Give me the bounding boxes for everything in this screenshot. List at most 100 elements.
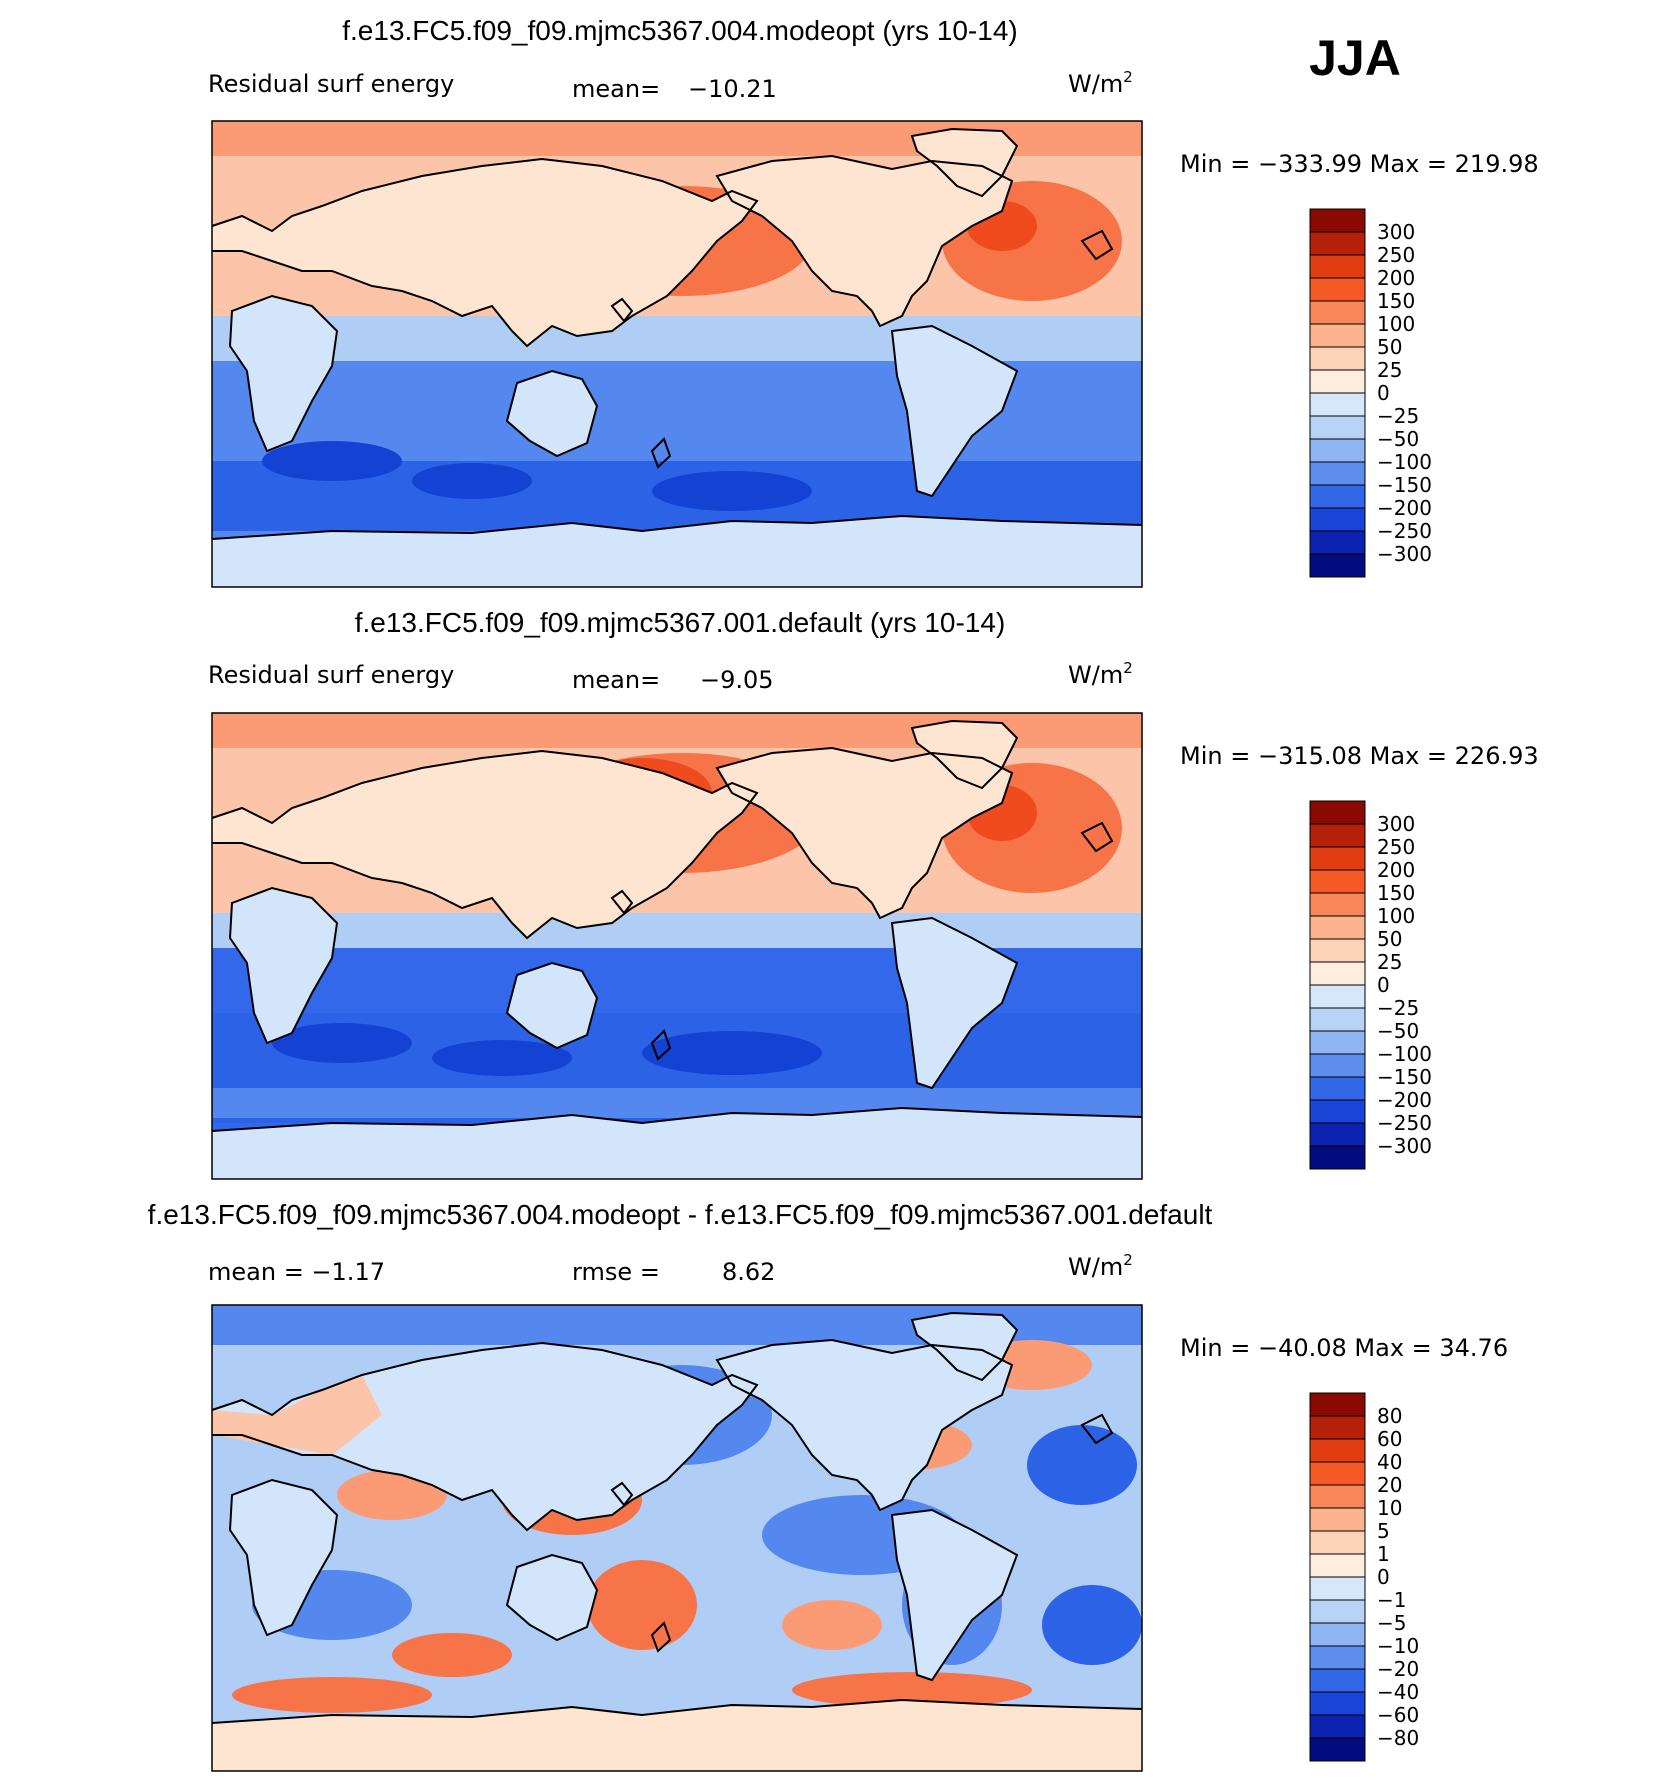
colorbar-swatch <box>1309 1530 1366 1555</box>
colorbar-swatch <box>1309 1507 1366 1532</box>
colorbar-swatch <box>1309 369 1366 394</box>
units-label: W/m2 <box>1068 659 1133 689</box>
antarctica-land <box>212 516 1142 587</box>
southern-ocean-min2 <box>432 1040 572 1076</box>
patch-neg-6 <box>1027 1425 1137 1505</box>
map-frame <box>211 120 1143 588</box>
patch-pos-5 <box>337 1470 447 1520</box>
mean-label: mean= <box>572 75 660 103</box>
colorbar-tick-label: 250 <box>1377 243 1415 267</box>
patch-pos-8 <box>792 1672 1032 1708</box>
colorbar-swatch <box>1309 461 1366 486</box>
colorbar-swatch <box>1309 1645 1366 1670</box>
colorbar-swatch <box>1309 484 1366 509</box>
colorbar-swatch <box>1309 1737 1366 1762</box>
panel-title: f.e13.FC5.f09_f09.mjmc5367.004.modeopt (… <box>342 15 1017 46</box>
variable-label: Residual surf energy <box>208 70 454 98</box>
colorbar-tick-label: −50 <box>1377 1019 1419 1043</box>
colorbar-tick-label: −250 <box>1377 1111 1432 1135</box>
colorbar-tick-label: −5 <box>1377 1611 1406 1635</box>
map <box>211 120 1143 588</box>
patch-pos-4 <box>782 1600 882 1650</box>
colorbar-tick-label: 150 <box>1377 289 1415 313</box>
colorbar-tick-label: −25 <box>1377 404 1419 428</box>
colorbar: 30025020015010050250−25−50−100−150−200−2… <box>1309 208 1432 578</box>
southern-ocean-min <box>272 1023 412 1063</box>
colorbar-swatch <box>1309 1691 1366 1716</box>
australia-land <box>507 371 597 456</box>
colorbar-tick-label: −25 <box>1377 996 1419 1020</box>
antarctica-land <box>212 1700 1142 1771</box>
colorbar-swatch <box>1309 823 1366 848</box>
patch-neg-5 <box>1042 1585 1142 1665</box>
colorbar-tick-label: −200 <box>1377 1088 1432 1112</box>
colorbar-swatch <box>1309 1461 1366 1486</box>
colorbar-tick-label: −150 <box>1377 473 1432 497</box>
colorbar-swatch <box>1309 1484 1366 1509</box>
colorbar-tick-label: 5 <box>1377 1519 1390 1543</box>
europe-warm <box>212 1375 382 1455</box>
colorbar-swatch <box>1309 1599 1366 1624</box>
panel-title: f.e13.FC5.f09_f09.mjmc5367.001.default (… <box>355 607 1006 638</box>
season-label: JJA <box>1309 30 1401 86</box>
southern-ocean-min3 <box>652 471 812 511</box>
colorbar-swatch <box>1309 1415 1366 1440</box>
colorbar-tick-label: −300 <box>1377 1134 1432 1158</box>
colorbar-swatch <box>1309 1576 1366 1601</box>
africa-land <box>230 296 337 451</box>
colorbar-tick-label: 1 <box>1377 1542 1390 1566</box>
colorbar-swatch <box>1309 438 1366 463</box>
colorbar-tick-label: 25 <box>1377 950 1402 974</box>
colorbar-tick-label: −100 <box>1377 450 1432 474</box>
colorbar-tick-label: −80 <box>1377 1726 1419 1750</box>
patch-pos-3 <box>392 1633 512 1677</box>
patch-pos-2 <box>587 1560 697 1650</box>
colorbar-tick-label: 100 <box>1377 312 1415 336</box>
colorbar-swatch <box>1309 1053 1366 1078</box>
colorbar-swatch <box>1309 1622 1366 1647</box>
colorbar-tick-label: −1 <box>1377 1588 1406 1612</box>
patch-pos-9 <box>232 1677 432 1713</box>
mean-label: mean= <box>572 666 660 694</box>
colorbar-tick-label: −60 <box>1377 1703 1419 1727</box>
rmse-label: rmse = <box>572 1258 660 1286</box>
southern-ocean-min <box>262 441 402 481</box>
colorbar: 30025020015010050250−25−50−100−150−200−2… <box>1309 800 1432 1170</box>
colorbar-tick-label: −300 <box>1377 542 1432 566</box>
colorbar-tick-label: 300 <box>1377 812 1415 836</box>
map-frame <box>211 1304 1143 1772</box>
colorbar-tick-label: 200 <box>1377 266 1415 290</box>
colorbar-tick-label: 0 <box>1377 1565 1390 1589</box>
colorbar-swatch <box>1309 892 1366 917</box>
africa-land <box>230 888 337 1043</box>
colorbar-tick-label: −150 <box>1377 1065 1432 1089</box>
panel-difference: f.e13.FC5.f09_f09.mjmc5367.004.modeopt -… <box>148 1199 1508 1772</box>
colorbar-tick-label: 0 <box>1377 381 1390 405</box>
colorbar-swatch <box>1309 1392 1366 1417</box>
colorbar-tick-label: 250 <box>1377 835 1415 859</box>
colorbar-tick-label: 300 <box>1377 220 1415 244</box>
colorbar-swatch <box>1309 392 1366 417</box>
colorbar-swatch <box>1309 961 1366 986</box>
colorbar-tick-label: 20 <box>1377 1473 1402 1497</box>
equator-band <box>212 913 1142 948</box>
colorbar-swatch <box>1309 208 1366 233</box>
panel-default: f.e13.FC5.f09_f09.mjmc5367.001.default (… <box>208 607 1539 1180</box>
colorbar-swatch <box>1309 938 1366 963</box>
colorbar-swatch <box>1309 1553 1366 1578</box>
colorbar-swatch <box>1309 323 1366 348</box>
units-label: W/m2 <box>1068 1251 1133 1281</box>
colorbar-tick-label: −200 <box>1377 496 1432 520</box>
colorbar-swatch <box>1309 346 1366 371</box>
colorbar-tick-label: −20 <box>1377 1657 1419 1681</box>
colorbar-swatch <box>1309 1145 1366 1170</box>
colorbar-tick-label: 0 <box>1377 973 1390 997</box>
australia-land <box>507 963 597 1048</box>
minmax-label: Min = −315.08 Max = 226.93 <box>1180 742 1539 770</box>
colorbar-swatch <box>1309 300 1366 325</box>
colorbar-swatch <box>1309 1099 1366 1124</box>
colorbar-swatch <box>1309 800 1366 825</box>
colorbar-tick-label: −100 <box>1377 1042 1432 1066</box>
